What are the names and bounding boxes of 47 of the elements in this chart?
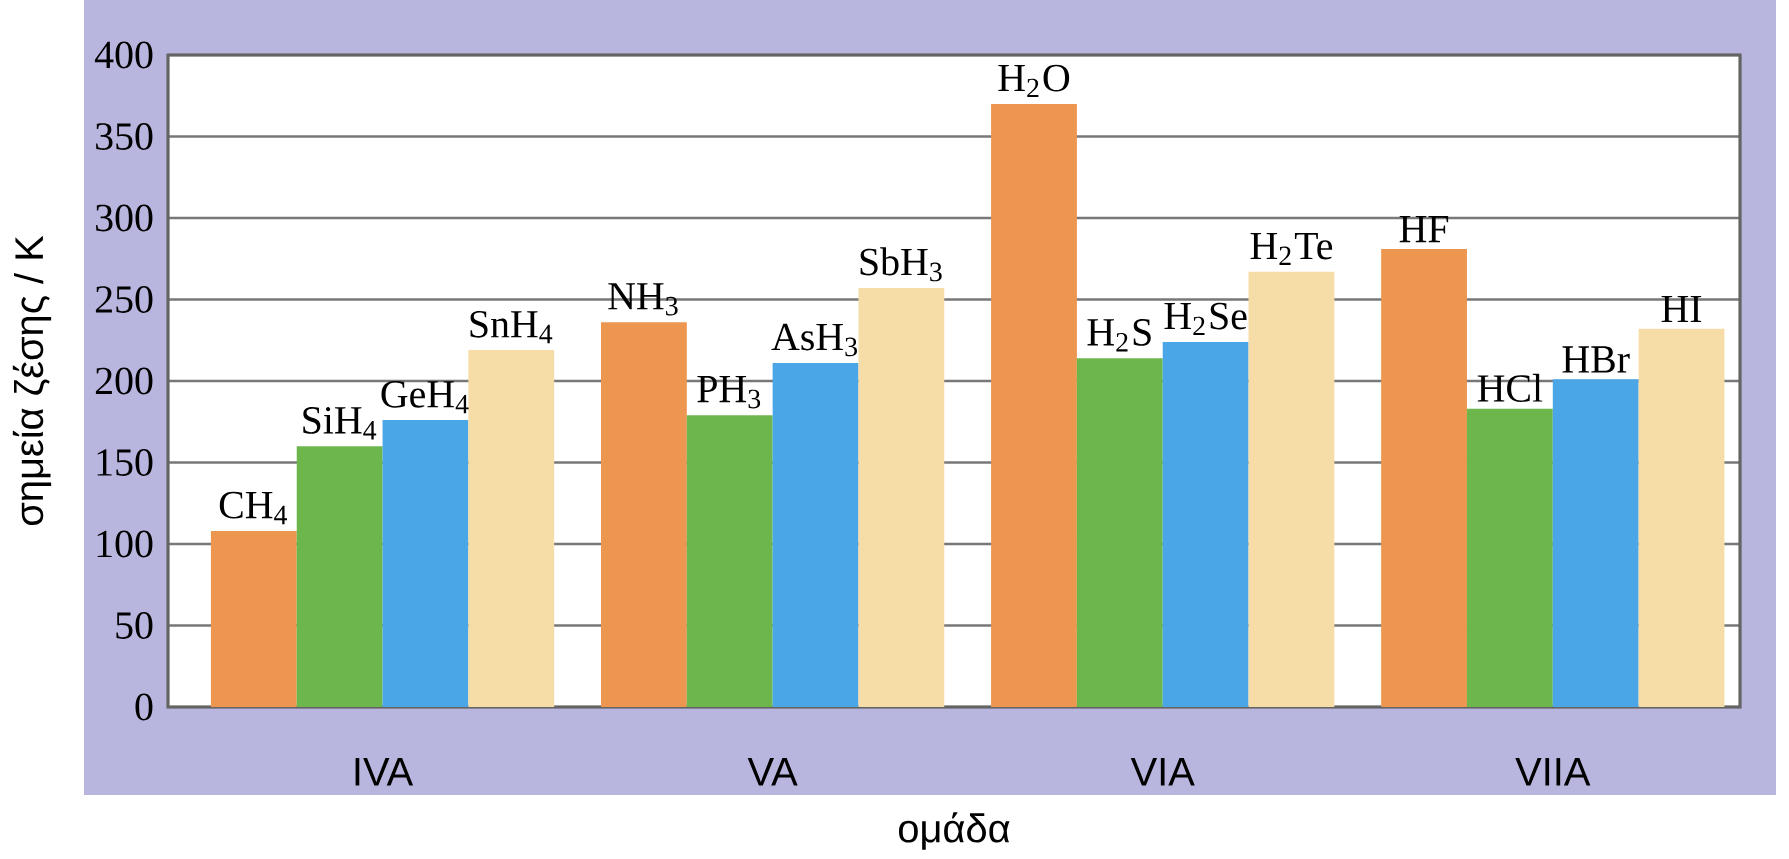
bar	[382, 420, 469, 707]
y-tick-label: 0	[135, 693, 153, 721]
annotation: HI	[1661, 295, 1702, 323]
annotation: SnH$_{4}$	[470, 310, 553, 344]
bar	[1162, 341, 1249, 707]
annotation: GeH$_{4}$	[381, 380, 469, 414]
bar	[1638, 328, 1725, 707]
bar	[1466, 408, 1553, 707]
annotation: HF	[1399, 216, 1449, 243]
annotation: NH$_{3}$	[608, 283, 678, 316]
y-tick-label: 250	[95, 286, 153, 313]
y-tick-label: 300	[96, 204, 153, 232]
y-tick-label: 400	[94, 41, 153, 69]
y-axis-title: σημεία ζέσης / K	[12, 235, 52, 526]
annotation: SbH$_{3}$	[860, 247, 942, 282]
y-tick-label: 50	[116, 612, 153, 639]
annotation: HCl	[1477, 373, 1543, 402]
bar	[1076, 358, 1163, 707]
x-tick-label: VIA	[1130, 758, 1195, 786]
annotation: AsH$_{3}$	[771, 323, 857, 357]
annotation: H$_{2}$Te	[1250, 232, 1333, 265]
bar	[296, 446, 383, 707]
bar	[468, 350, 555, 707]
y-tick-label: 150	[97, 449, 153, 476]
annotation: H$_{2}$Se	[1164, 302, 1247, 336]
y-tick-label: 350	[96, 123, 153, 150]
bar	[1381, 248, 1467, 707]
bar	[858, 288, 945, 707]
bar	[686, 415, 773, 707]
annotation: H$_{2}$O	[998, 64, 1070, 98]
annotation: HBr	[1562, 346, 1630, 373]
annotation: H$_{2}$S	[1087, 319, 1151, 352]
x-tick-label: VIIA	[1515, 758, 1591, 786]
bar	[772, 363, 859, 707]
x-tick-label: VA	[747, 758, 798, 786]
bar	[991, 103, 1077, 707]
annotation: CH$_{4}$	[219, 491, 288, 525]
x-tick-label: IVA	[355, 758, 414, 786]
bar	[210, 530, 297, 707]
annotation: PH$_{3}$	[697, 376, 761, 409]
y-tick-label: 200	[95, 367, 153, 395]
bar	[1552, 379, 1639, 707]
x-axis-title: ομάδα	[899, 812, 1010, 850]
annotation: SiH$_{4}$	[303, 407, 377, 440]
bar	[1248, 271, 1335, 707]
bar	[600, 322, 687, 707]
y-tick-label: 100	[97, 530, 153, 558]
